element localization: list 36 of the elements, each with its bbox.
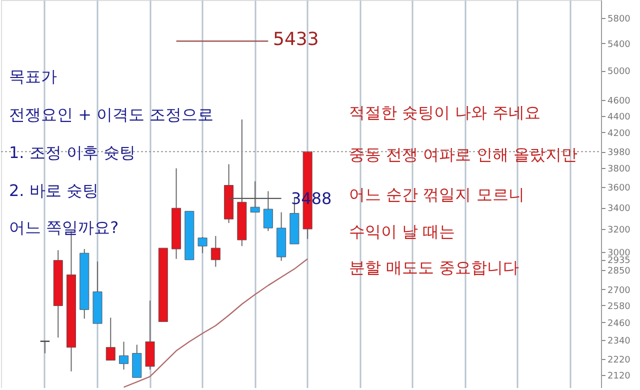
y-tick-label: 3600 xyxy=(608,184,631,194)
y-tick-label: 2460 xyxy=(608,318,631,329)
y-tick-label: 2700 xyxy=(608,286,631,296)
candlestick xyxy=(198,236,208,254)
candlestick xyxy=(106,317,116,361)
annotation: 5433 xyxy=(273,29,319,50)
y-tick-label: 2850 xyxy=(608,266,631,277)
candlestick xyxy=(119,341,129,370)
y-tick-label: 5800 xyxy=(608,14,631,24)
y-tick-label: 5000 xyxy=(608,67,631,78)
y-tick-label: 2935 xyxy=(608,256,630,266)
y-tick-label: 4200 xyxy=(608,128,631,139)
annotation: 2. 바로 슛팅 xyxy=(9,181,98,200)
candlestick xyxy=(40,340,50,354)
y-tick-label: 3980 xyxy=(608,148,631,158)
annotation: 적절한 슛팅이 나와 주네요 xyxy=(349,103,540,122)
y-tick-label: 5400 xyxy=(608,40,631,50)
y-tick-label: 4400 xyxy=(608,112,631,122)
annotation: 분할 매도도 중요합니다 xyxy=(349,258,520,277)
annotation: 전쟁요인 + 이격도 조정으로 xyxy=(9,105,214,124)
y-tick-label: 3800 xyxy=(608,164,631,175)
annotation: 수익이 날 때는 xyxy=(349,222,456,241)
y-tick-label: 2220 xyxy=(608,355,631,366)
y-tick-label: 3200 xyxy=(608,226,631,236)
y-tick-label: 2120 xyxy=(608,372,631,382)
candlestick xyxy=(210,235,220,268)
y-tick-label: 4600 xyxy=(608,96,631,107)
annotation: 1. 조정 이후 슛팅 xyxy=(9,143,136,162)
y-tick-label: 3400 xyxy=(608,204,631,214)
y-tick-label: 2580 xyxy=(608,302,631,312)
line-series xyxy=(123,258,308,388)
y-tick-label: 2340 xyxy=(608,336,631,347)
annotation: 어느 순간 꺾일지 모르니 xyxy=(349,185,524,204)
annotation: 중동 전쟁 여파로 인해 올랐지만 xyxy=(349,145,578,164)
annotation: 목표가 xyxy=(9,67,57,86)
annotation: 어느 쪽일까요? xyxy=(9,218,119,237)
